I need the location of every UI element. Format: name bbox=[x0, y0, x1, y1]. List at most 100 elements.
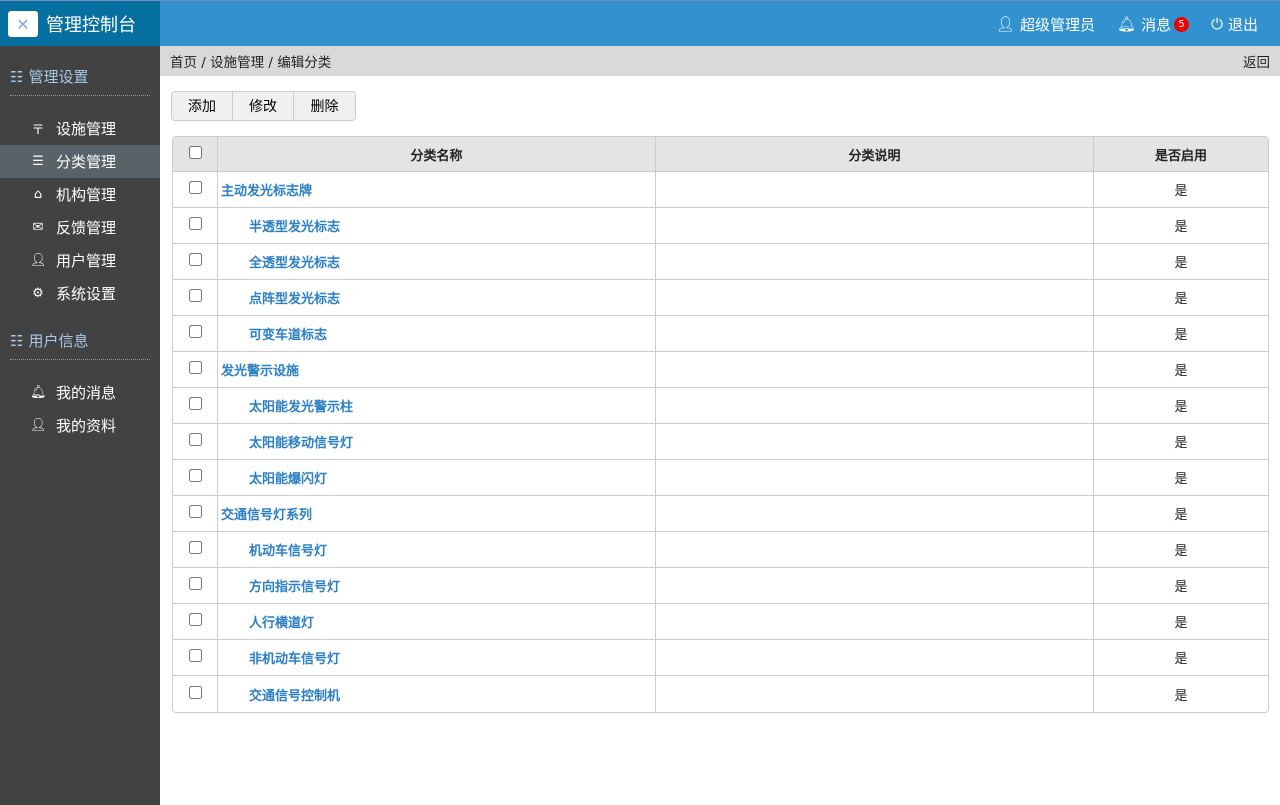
category-name[interactable]: 人行横道灯 bbox=[218, 604, 656, 640]
row-checkbox[interactable] bbox=[188, 397, 202, 410]
envelope-icon: ✉ bbox=[32, 220, 44, 235]
row-checkbox[interactable] bbox=[188, 685, 202, 699]
logout-link[interactable]: ⏻ 退出 bbox=[1211, 15, 1258, 34]
category-enabled: 是 bbox=[1094, 388, 1268, 424]
category-description bbox=[656, 568, 1094, 604]
list-icon: ☷ bbox=[10, 331, 24, 350]
edit-button[interactable]: 修改 bbox=[233, 92, 294, 120]
table-row[interactable]: 半透型发光标志 是 bbox=[173, 208, 1268, 244]
sidebar-item[interactable]: 〒设施管理 bbox=[31, 120, 117, 138]
power-icon: ⏻ bbox=[1211, 15, 1223, 33]
column-header-enabled[interactable]: 是否启用 bbox=[1094, 137, 1268, 172]
home-icon: ⌂ bbox=[33, 187, 43, 202]
category-name[interactable]: 主动发光标志牌 bbox=[218, 172, 656, 208]
category-name[interactable]: 机动车信号灯 bbox=[218, 532, 656, 568]
category-enabled: 是 bbox=[1094, 496, 1268, 532]
table-row[interactable]: 人行横道灯 是 bbox=[173, 604, 1268, 640]
sidebar-item[interactable]: ☰ 分类管理 bbox=[0, 145, 160, 178]
table-row[interactable]: 交通信号控制机 是 bbox=[173, 676, 1268, 712]
category-name[interactable]: 可变车道标志 bbox=[218, 316, 656, 352]
row-checkbox[interactable] bbox=[188, 325, 202, 338]
sidebar: ☷ 管理设置〒设施管理 ☰ 分类管理 ⌂ 机构管理 ✉ 反馈管理 👤︎ 用户管理 ⚙ 系统设置 ☷ 用户信… bbox=[0, 46, 160, 805]
category-description bbox=[656, 244, 1094, 280]
table-row[interactable]: 主动发光标志牌 是 bbox=[173, 172, 1268, 208]
table-row[interactable]: 太阳能移动信号灯 是 bbox=[173, 424, 1268, 460]
category-name[interactable]: 方向指示信号灯 bbox=[218, 568, 656, 604]
table-row[interactable]: 交通信号灯系列 是 bbox=[173, 496, 1268, 532]
table-row[interactable]: 全透型发光标志 是 bbox=[173, 244, 1268, 280]
add-button[interactable]: 添加 bbox=[172, 92, 233, 120]
category-name[interactable]: 交通信号灯系列 bbox=[218, 496, 656, 532]
category-description bbox=[656, 316, 1094, 352]
category-name[interactable]: 全透型发光标志 bbox=[218, 244, 656, 280]
row-checkbox[interactable] bbox=[188, 181, 202, 194]
message-count-badge: 5 bbox=[1174, 16, 1190, 32]
brand[interactable]: ✕ 管理控制台 bbox=[0, 1, 160, 47]
sidebar-item[interactable]: 👤︎ 我的资料 bbox=[30, 417, 117, 435]
category-enabled: 是 bbox=[1094, 208, 1268, 244]
logo-icon: ✕ bbox=[8, 11, 38, 37]
table-row[interactable]: 方向指示信号灯 是 bbox=[173, 568, 1268, 604]
category-description bbox=[656, 424, 1094, 460]
table-row[interactable]: 太阳能爆闪灯 是 bbox=[173, 460, 1268, 496]
sidebar-section-title: ☷ 管理设置 bbox=[10, 66, 150, 96]
table-row[interactable]: 非机动车信号灯 是 bbox=[173, 640, 1268, 676]
indent-icon: ☰ bbox=[32, 154, 44, 169]
category-name[interactable]: 太阳能爆闪灯 bbox=[218, 460, 656, 496]
sidebar-item[interactable]: 🔔︎ 我的消息 bbox=[30, 384, 117, 402]
table-row[interactable]: 点阵型发光标志 是 bbox=[173, 280, 1268, 316]
delete-button[interactable]: 删除 bbox=[294, 92, 355, 120]
row-checkbox[interactable] bbox=[188, 505, 202, 518]
category-name[interactable]: 发光警示设施 bbox=[218, 352, 656, 388]
category-name[interactable]: 交通信号控制机 bbox=[218, 676, 656, 712]
sidebar-item[interactable]: 👤︎ 用户管理 bbox=[30, 252, 117, 270]
category-name[interactable]: 太阳能移动信号灯 bbox=[218, 424, 656, 460]
bell-icon: 🔔︎ bbox=[30, 385, 47, 400]
messages-link[interactable]: 🔔︎ 消息 5 bbox=[1117, 14, 1190, 35]
category-enabled: 是 bbox=[1174, 688, 1188, 704]
breadcrumb: 首页 / 设施管理 / 编辑分类 bbox=[170, 55, 332, 71]
table-row[interactable]: 发光警示设施 是 bbox=[173, 352, 1268, 388]
row-checkbox[interactable] bbox=[188, 613, 202, 626]
row-checkbox[interactable] bbox=[188, 361, 202, 374]
row-checkbox[interactable] bbox=[188, 469, 202, 482]
category-description bbox=[656, 676, 1094, 712]
row-checkbox[interactable] bbox=[188, 433, 202, 446]
select-all-checkbox[interactable] bbox=[188, 145, 202, 159]
category-description bbox=[656, 496, 1094, 532]
back-link[interactable]: 返回 bbox=[1243, 55, 1270, 71]
table-row[interactable]: 机动车信号灯 是 bbox=[173, 532, 1268, 568]
user-icon: 👤︎ bbox=[30, 253, 47, 268]
toolbar: 添加 修改 删除 bbox=[171, 91, 356, 121]
row-checkbox[interactable] bbox=[188, 649, 202, 662]
row-checkbox[interactable] bbox=[188, 541, 202, 554]
column-header-description[interactable]: 分类说明 bbox=[656, 137, 1094, 172]
user-menu[interactable]: 👤︎ 超级管理员 bbox=[995, 15, 1096, 34]
category-enabled: 是 bbox=[1094, 316, 1268, 352]
category-enabled: 是 bbox=[1094, 424, 1268, 460]
sidebar-item[interactable]: ✉ 反馈管理 bbox=[0, 211, 160, 244]
table-row[interactable]: 太阳能发光警示柱 是 bbox=[173, 388, 1268, 424]
row-checkbox[interactable] bbox=[188, 289, 202, 302]
category-name[interactable]: 半透型发光标志 bbox=[218, 208, 656, 244]
category-name[interactable]: 点阵型发光标志 bbox=[218, 280, 656, 316]
category-description bbox=[656, 604, 1094, 640]
category-description bbox=[656, 460, 1094, 496]
category-name[interactable]: 非机动车信号灯 bbox=[218, 640, 656, 676]
table-row[interactable]: 可变车道标志 是 bbox=[173, 316, 1268, 352]
row-checkbox[interactable] bbox=[188, 217, 202, 230]
top-bar: ✕ 管理控制台 👤︎ 超级管理员 🔔︎ 消息 5 ⏻ 退出 bbox=[0, 0, 1280, 47]
category-description bbox=[656, 352, 1094, 388]
category-table: 分类名称 分类说明 是否启用 主动发光标志牌是半透型发光标志是全透型发光标志是点… bbox=[172, 136, 1269, 713]
sidebar-item[interactable]: ⌂ 机构管理 bbox=[0, 178, 160, 211]
list-icon: ☷ bbox=[10, 67, 24, 86]
app-title: 管理控制台 bbox=[46, 15, 136, 36]
sidebar-item[interactable]: ⚙ 系统设置 bbox=[0, 277, 160, 310]
category-name[interactable]: 太阳能发光警示柱 bbox=[218, 388, 656, 424]
category-enabled: 是 bbox=[1094, 604, 1268, 640]
column-header-name[interactable]: 分类名称 bbox=[218, 137, 656, 172]
sidebar-section-title: ☷ 用户信息 bbox=[10, 330, 150, 360]
category-enabled: 是 bbox=[1094, 568, 1268, 604]
row-checkbox[interactable] bbox=[188, 253, 202, 266]
row-checkbox[interactable] bbox=[188, 577, 202, 590]
